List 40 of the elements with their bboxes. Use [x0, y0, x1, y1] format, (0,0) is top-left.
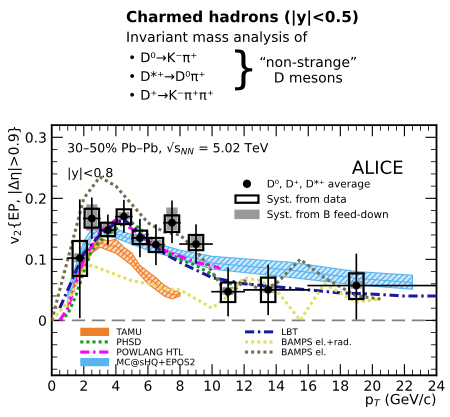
- x-tick-label: 0: [48, 380, 56, 391]
- x-tick-label: 18: [333, 380, 348, 391]
- legend-label: Syst. from data: [267, 194, 346, 205]
- chart-title: Charmed hadrons (|y|<0.5): [126, 10, 358, 26]
- chart-subtitle: Invariant mass analysis of: [127, 31, 308, 45]
- x-tick-label: 4: [112, 380, 120, 391]
- text: }: [235, 49, 252, 90]
- x-tick-label: 14: [268, 380, 284, 391]
- text: • D*⁺→D⁰π⁺: [130, 71, 204, 82]
- line-series: [52, 264, 382, 322]
- y-axis-title: v$_{2}${EP, |Δη|>0.9}: [8, 126, 22, 244]
- legend-label: BAMPS el.: [282, 348, 326, 356]
- y-tick-label: 0.2: [26, 193, 46, 204]
- annotation: |y|<0.8: [68, 168, 112, 180]
- text: • D⁰→K⁻π⁺: [130, 52, 196, 62]
- x-tick-label: 6: [144, 380, 152, 391]
- annotation: ALICE: [352, 160, 402, 174]
- legend-label: PHSD: [117, 338, 141, 346]
- x-tick-label: 12: [236, 380, 252, 391]
- x-tick-label: 20: [364, 380, 380, 391]
- legend-label: POWLANG HTL: [117, 348, 184, 356]
- y-tick-label: 0: [38, 315, 46, 326]
- x-axis-title: p$_{T}$ (GeV/c): [366, 394, 436, 408]
- x-tick-label: 10: [204, 380, 220, 391]
- legend-label: D⁰, D⁺, D*⁺ average: [268, 180, 370, 190]
- y-tick-label: 0.3: [26, 132, 46, 143]
- legend-label: LBT: [282, 328, 298, 336]
- x-tick-label: 8: [176, 380, 184, 391]
- x-tick-label: 22: [396, 380, 412, 391]
- y-tick-label: 0.1: [26, 254, 46, 265]
- x-tick-label: 24: [428, 380, 445, 391]
- x-tick-label: 2: [80, 380, 87, 391]
- text: • D⁺→K⁻π⁺π⁺: [130, 90, 213, 100]
- legend-label: Syst. from B feed-down: [267, 210, 388, 220]
- legend-label: TAMU: [116, 328, 141, 336]
- legend-label: BAMPS el.+rad.: [282, 338, 351, 346]
- annotation: 30–50% Pb–Pb, √s$_{NN}$ = 5.02 TeV: [68, 142, 268, 154]
- text: “non-strange” D mesons: [260, 56, 356, 83]
- legend-label: MC@sHQ+EPOS2: [117, 358, 194, 367]
- x-tick-label: 16: [300, 380, 316, 391]
